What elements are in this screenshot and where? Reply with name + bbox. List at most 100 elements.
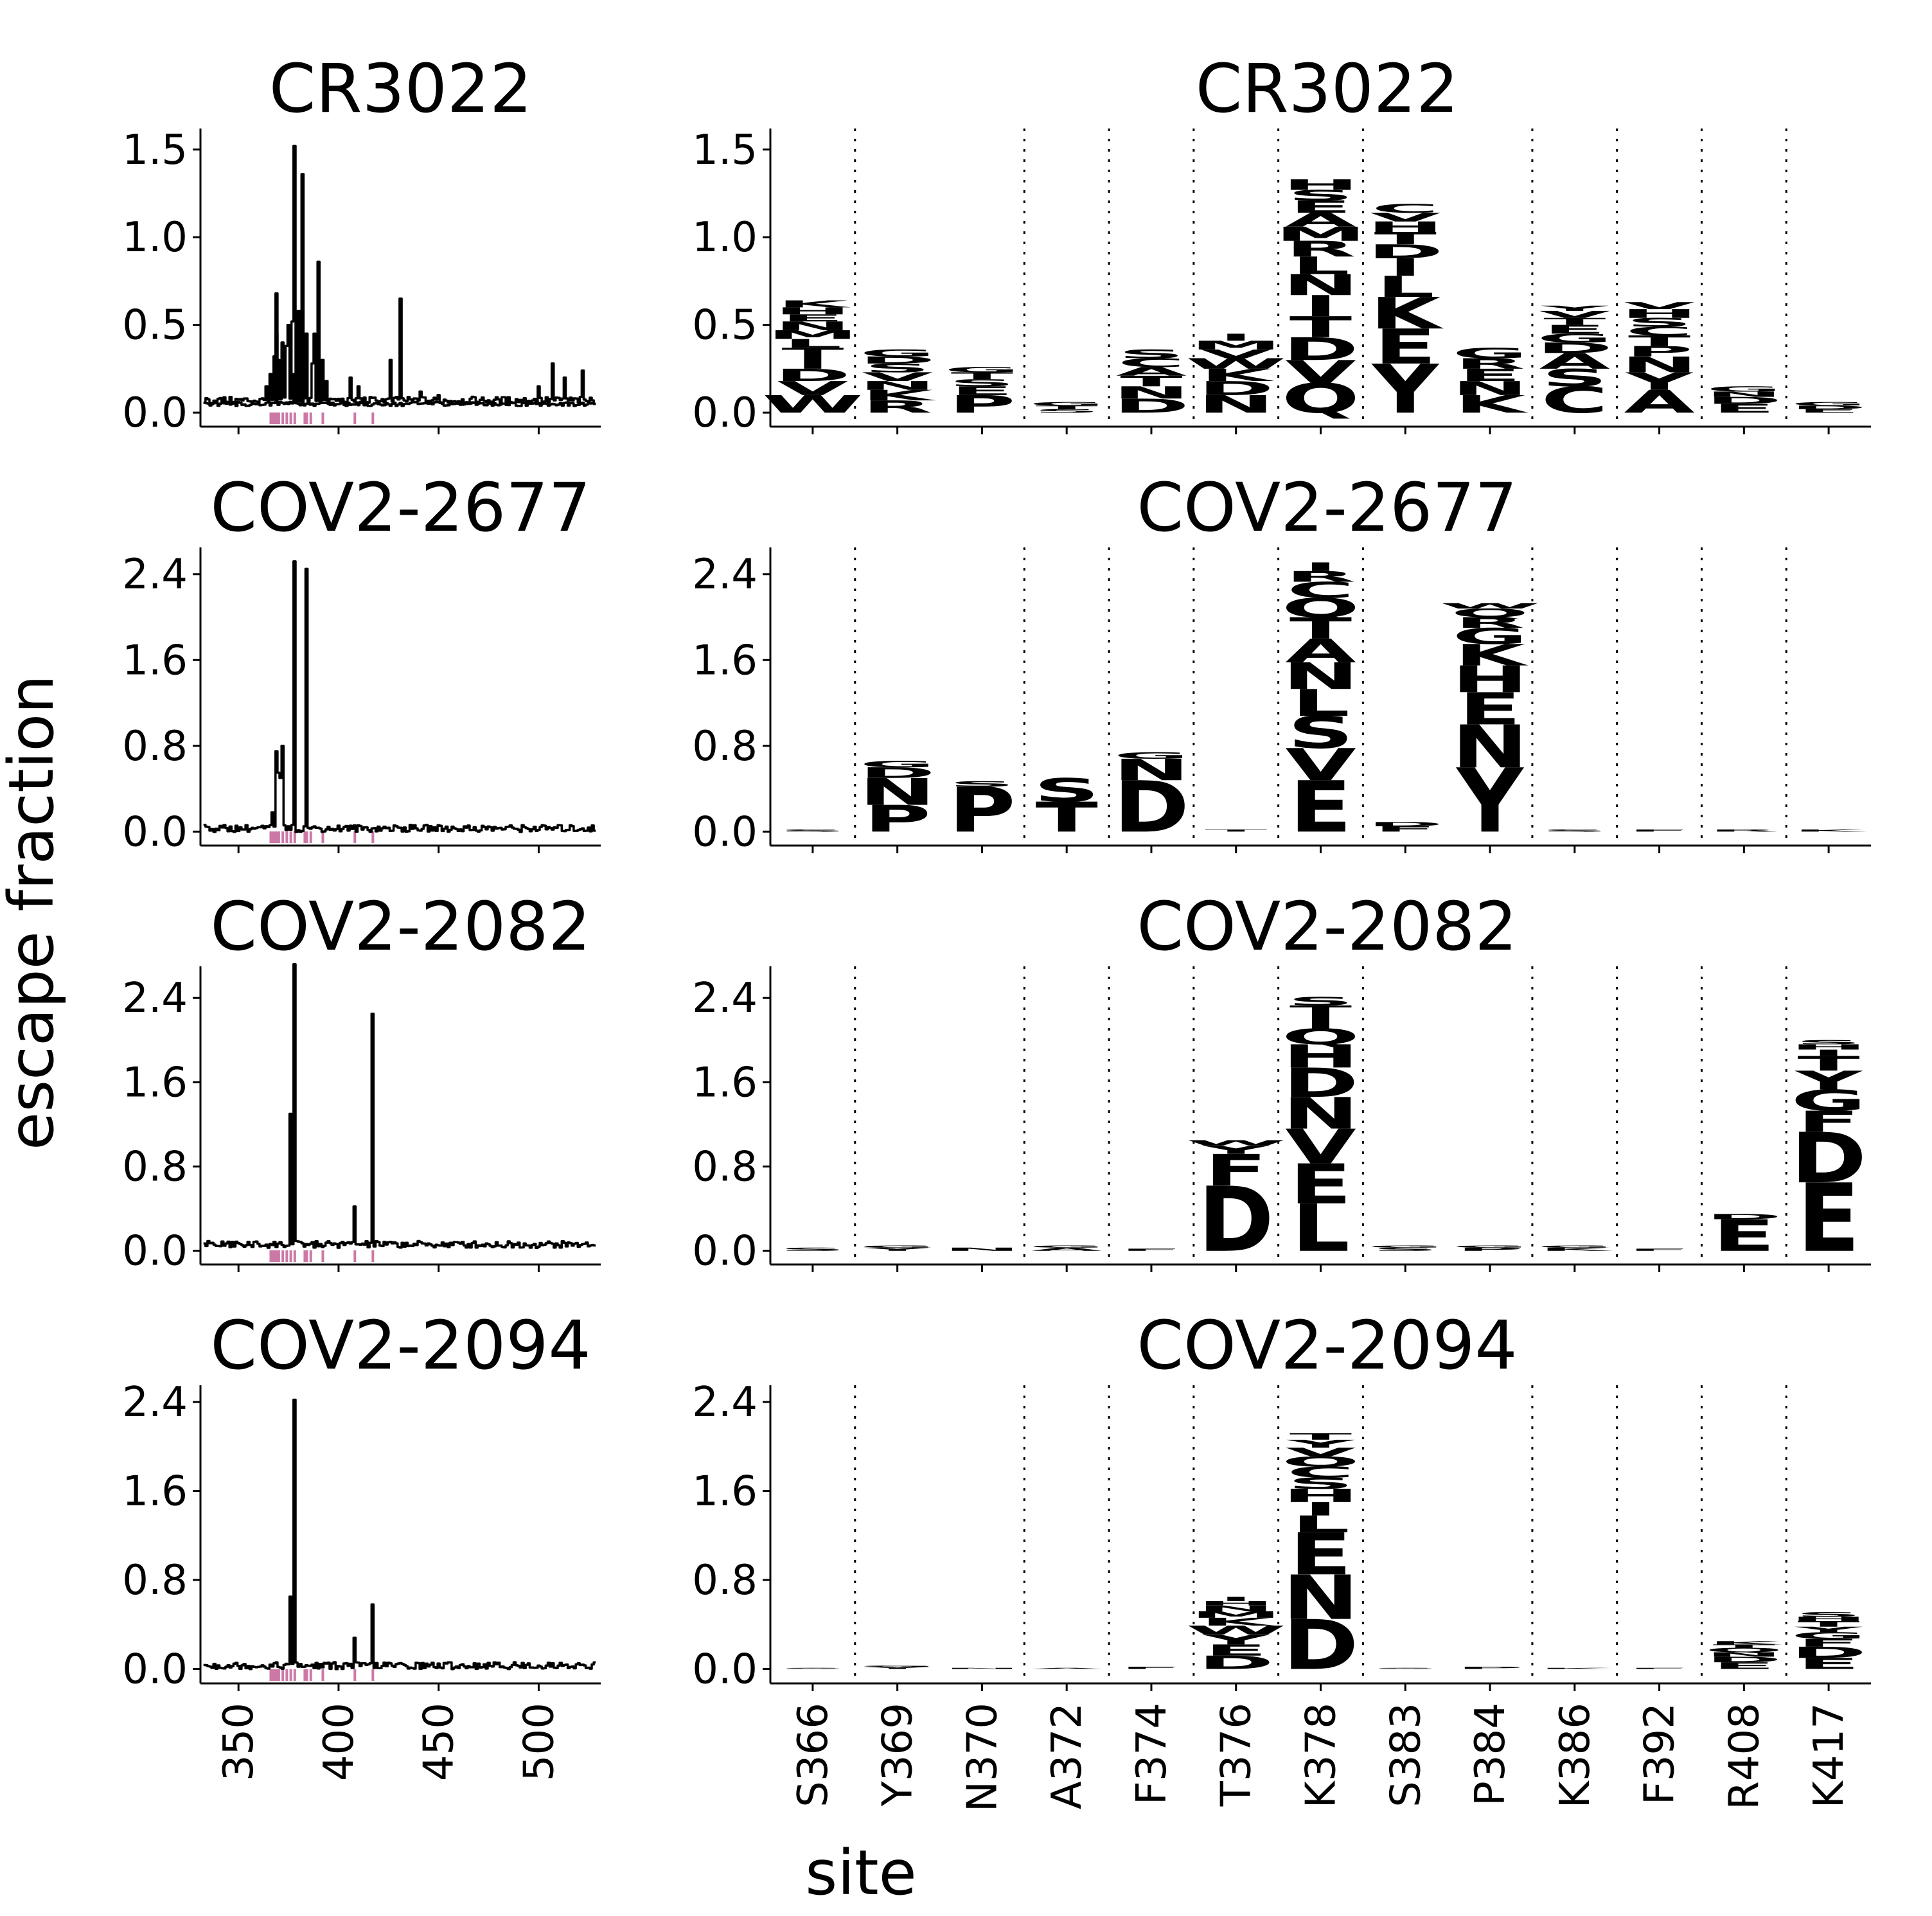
logo-panel-y-tick-label: 0.8 [692,1557,758,1604]
site-mark [353,831,357,843]
line-panel-y-tick-label: 0.0 [122,808,188,856]
logo-letter: G [1452,345,1527,362]
line-panel-y-tick-label: 2.4 [122,975,188,1022]
logo-letter: R [1455,614,1525,632]
logo-letter: T [1289,1002,1352,1019]
logo-letter: P [1626,343,1693,360]
logo-letter: K [862,387,936,404]
logo-letter: N [1282,269,1359,302]
logo-letter: G [1791,1631,1866,1642]
logo-letter: D [1706,1655,1782,1664]
logo-letter: D [775,366,851,385]
logo-panel-y-tick-label: 2.4 [692,551,758,599]
logo-letter: Y [1370,350,1439,429]
logo-letter: R [1455,355,1525,372]
site-mark [285,831,288,843]
logo-letter: L [1291,252,1350,280]
site-mark [321,831,324,843]
logo-letter: L [783,337,842,351]
site-mark [293,1250,296,1262]
logo-letter: E [1289,1521,1352,1588]
logo-letter: N [1282,655,1359,698]
site-mark [305,831,308,843]
logo-site-label: Y369 [874,1703,922,1807]
site-mark [277,412,280,424]
logo-letter: H [1451,658,1528,701]
logo-letter: D [1367,821,1443,828]
logo-letter: A [1031,1246,1102,1252]
site-mark [271,831,274,843]
logo-letter: E [1797,1655,1859,1673]
line-panel-y-tick-label: 1.6 [122,637,188,684]
logo-letter: E [951,384,1013,398]
logo-letter: S [949,780,1015,788]
logo-letter: F [1205,1146,1267,1196]
logo-letter: T [1713,1644,1775,1649]
logo-letter: V [1285,1119,1356,1175]
logo-letter: T [951,370,1013,381]
logo-letter: T [1374,229,1437,248]
site-mark [303,831,306,843]
site-mark [275,1250,278,1262]
logo-letter: D [1198,1168,1273,1272]
logo-letter: S [780,1667,846,1669]
logo-letter: Q [1705,1647,1783,1654]
logo-letter: W [1439,601,1540,610]
line-panel-y-tick-label: 0.0 [122,1228,188,1275]
line-panel-y-tick-label: 2.4 [122,551,188,599]
logo-letter: G [860,759,935,769]
logo-letter: S [1034,772,1100,810]
line-panel-y-tick-label: 2.4 [122,1379,188,1426]
logo-panel-y-tick-label: 0.0 [692,808,758,856]
logo-letter: D [1791,1118,1866,1198]
line-panel-title: COV2-2677 [210,468,590,547]
logo-letter: G [860,348,935,359]
line-panel-y-tick-label: 0.0 [122,1645,188,1693]
logo-panel-y-tick-label: 1.0 [692,214,758,262]
logo-letter: S [780,829,846,832]
site-mark [309,831,312,843]
logo-letter: W [1185,1139,1286,1147]
logo-panel-y-tick-label: 1.6 [692,637,758,684]
logo-letter: Q [1451,607,1529,620]
logo-letter: R [1286,568,1356,585]
logo-letter: L [1291,1191,1350,1267]
logo-site-label: S366 [790,1703,837,1807]
logo-letter: M [1191,1610,1282,1620]
logo-letter: T [1036,405,1098,411]
site-mark [289,412,292,424]
site-mark [353,412,357,424]
logo-letter: N [1706,1651,1782,1658]
logo-letter: L [1291,682,1350,725]
logo-letter: V [1285,354,1356,391]
logo-panel-y-tick-label: 2.4 [692,975,758,1022]
site-mark [303,1669,306,1681]
logo-letter: V [862,370,933,384]
logo-letter: E [1713,402,1775,416]
logo-letter: T [1289,612,1352,646]
logo-panel-title: COV2-2094 [1137,1306,1517,1385]
logo-letter: K [1200,366,1274,385]
logo-letter: I [1304,289,1338,323]
logo-letter: H [1282,177,1359,193]
site-mark [275,1669,278,1681]
logo-letter: Y [1624,368,1694,396]
logo-panel-4: COV2-20940.00.81.62.4S366SY369YGN370NA37… [692,1306,1871,1812]
logo-letter: I [1304,1498,1338,1520]
logo-site-label: P384 [1467,1703,1514,1806]
site-mark [277,831,280,843]
logo-letter: Q [1282,1024,1360,1049]
logo-letter: P [948,390,1016,418]
logo-letter: Q [1282,375,1360,423]
logo-letter: K [777,299,851,310]
logo-letter: K [1708,1640,1783,1645]
site-mark [309,412,312,424]
logo-letter: H [774,305,851,316]
line-panel-x-tick-label: 400 [315,1703,363,1781]
line-panel-y-tick-label: 0.8 [122,1557,188,1604]
site-mark [285,1669,288,1681]
site-mark [309,1669,312,1681]
logo-letter: P [948,774,1016,846]
logo-letter: S [1796,1039,1862,1045]
logo-letter: A [1539,349,1610,374]
